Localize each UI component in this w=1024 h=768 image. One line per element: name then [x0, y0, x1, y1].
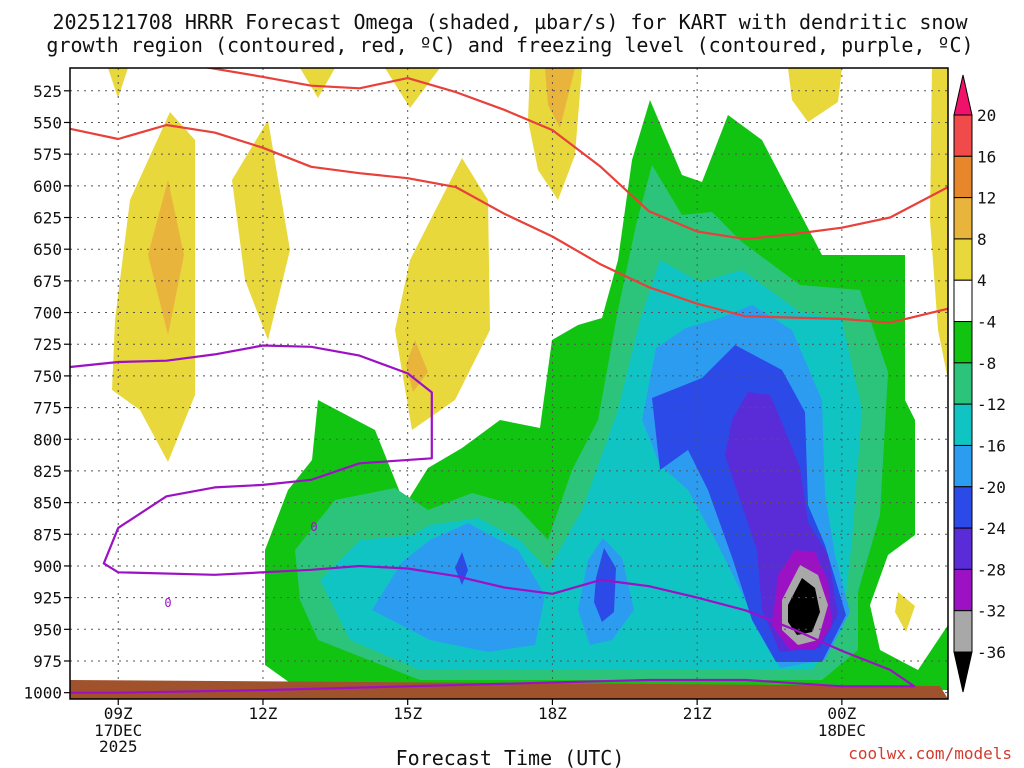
x-tick-date: 17DEC	[94, 721, 142, 740]
chart-title-line-2: growth region (contoured, red, ºC) and f…	[46, 33, 973, 57]
y-tick-label: 900	[33, 557, 62, 576]
colorbar-swatch	[953, 568, 973, 612]
y-tick-label: 875	[33, 525, 62, 544]
y-tick-label: 575	[33, 145, 62, 164]
colorbar-swatch	[953, 197, 973, 240]
y-tick-label: 600	[33, 177, 62, 196]
colorbar-swatch	[953, 279, 973, 323]
colorbar-swatch	[953, 238, 973, 281]
colorbar-top-arrow	[953, 74, 973, 116]
sinking-yellow-7	[528, 68, 582, 200]
rising-regions	[265, 100, 948, 690]
x-tick-year: 2025	[99, 737, 138, 756]
x-tick-label: 09Z	[104, 704, 133, 723]
colorbar-swatch	[953, 403, 973, 446]
colorbar-label: -8	[977, 354, 996, 373]
dgz-contours	[70, 68, 948, 324]
colorbar-label: -28	[977, 560, 1006, 579]
colorbar-swatch	[953, 444, 973, 488]
y-tick-label: 975	[33, 652, 62, 671]
y-tick-label: 650	[33, 240, 62, 259]
colorbar-label: -20	[977, 478, 1006, 497]
x-tick-label: 18Z	[538, 704, 567, 723]
y-axis-ticks: 525 550 575 600 625 650 675 700 725 750 775 800 825 8…	[23, 82, 70, 703]
colorbar-label: -24	[977, 519, 1006, 538]
sinking-orange-3	[406, 340, 428, 392]
terrain-surface	[70, 680, 948, 699]
credit-text: coolwx.com/models	[848, 744, 1012, 763]
sinking-yellow-10	[895, 592, 915, 632]
y-tick-label: 525	[33, 82, 62, 101]
rising-blue-small-2	[594, 548, 616, 622]
colorbar-label: -32	[977, 602, 1006, 621]
colorbar-label: -4	[977, 313, 996, 332]
y-tick-label: 675	[33, 272, 62, 291]
rising-blue-small-1	[455, 552, 468, 585]
contour-label-0-b: 0	[164, 596, 171, 610]
y-tick-label: 950	[33, 620, 62, 639]
sinking-yellow-3	[385, 68, 440, 108]
colorbar-swatch	[953, 527, 973, 570]
x-tick-date: 18DEC	[818, 721, 866, 740]
contour-labels: 0 0	[164, 520, 317, 610]
y-tick-label: 850	[33, 494, 62, 513]
colorbar-swatch	[953, 114, 973, 157]
omega-shading	[108, 68, 948, 690]
y-tick-label: 550	[33, 113, 62, 132]
sinking-yellow-5	[232, 120, 290, 340]
sinking-orange-1	[148, 180, 184, 335]
colorbar-swatch	[953, 155, 973, 199]
colorbar-swatch	[953, 321, 973, 364]
y-tick-label: 750	[33, 367, 62, 386]
y-tick-label: 1000	[23, 684, 62, 703]
sinking-yellow-8	[788, 68, 842, 122]
sinking-regions	[108, 68, 948, 632]
x-tick-label: 21Z	[683, 704, 712, 723]
colorbar-label: 8	[977, 230, 987, 249]
sinking-yellow-2	[300, 68, 335, 98]
colorbar: 20 16 12 8 4 -4 -8 -12 -16 -20 -24 -28 -32 -36	[953, 74, 1006, 693]
colorbar-label: 20	[977, 106, 996, 125]
x-tick-label: 12Z	[249, 704, 278, 723]
colorbar-label: 16	[977, 147, 996, 166]
y-tick-label: 825	[33, 462, 62, 481]
freezing-level-contours	[70, 344, 916, 694]
x-tick-label: 00Z	[827, 704, 856, 723]
colorbar-label: 4	[977, 271, 987, 290]
rising-black-core	[788, 578, 820, 635]
y-tick-label: 925	[33, 589, 62, 608]
colorbar-label: 12	[977, 189, 996, 208]
colorbar-label: -16	[977, 436, 1006, 455]
contour-line--18	[203, 68, 948, 241]
plot-frame	[69, 67, 949, 700]
x-axis-label: Forecast Time (UTC)	[396, 746, 625, 768]
contour-line--12	[70, 123, 948, 324]
y-tick-label: 725	[33, 335, 62, 354]
contour-line-0	[70, 344, 916, 694]
y-tick-label: 800	[33, 430, 62, 449]
y-tick-label: 625	[33, 209, 62, 228]
colorbar-label: -12	[977, 395, 1006, 414]
colorbar-swatch	[953, 362, 973, 405]
rising-lightblue-1	[372, 523, 545, 652]
colorbar-label: -36	[977, 643, 1006, 662]
y-tick-label: 700	[33, 304, 62, 323]
sinking-yellow-4	[112, 112, 195, 462]
sinking-yellow-9	[930, 68, 948, 380]
colorbar-swatch	[953, 486, 973, 529]
contour-label-0-a: 0	[310, 520, 317, 534]
x-tick-label: 15Z	[393, 704, 422, 723]
y-tick-label: 775	[33, 399, 62, 418]
colorbar-swatch	[953, 610, 973, 653]
colorbar-bottom-arrow	[953, 651, 973, 693]
chart-title-line-1: 2025121708 HRRR Forecast Omega (shaded, …	[52, 10, 968, 34]
